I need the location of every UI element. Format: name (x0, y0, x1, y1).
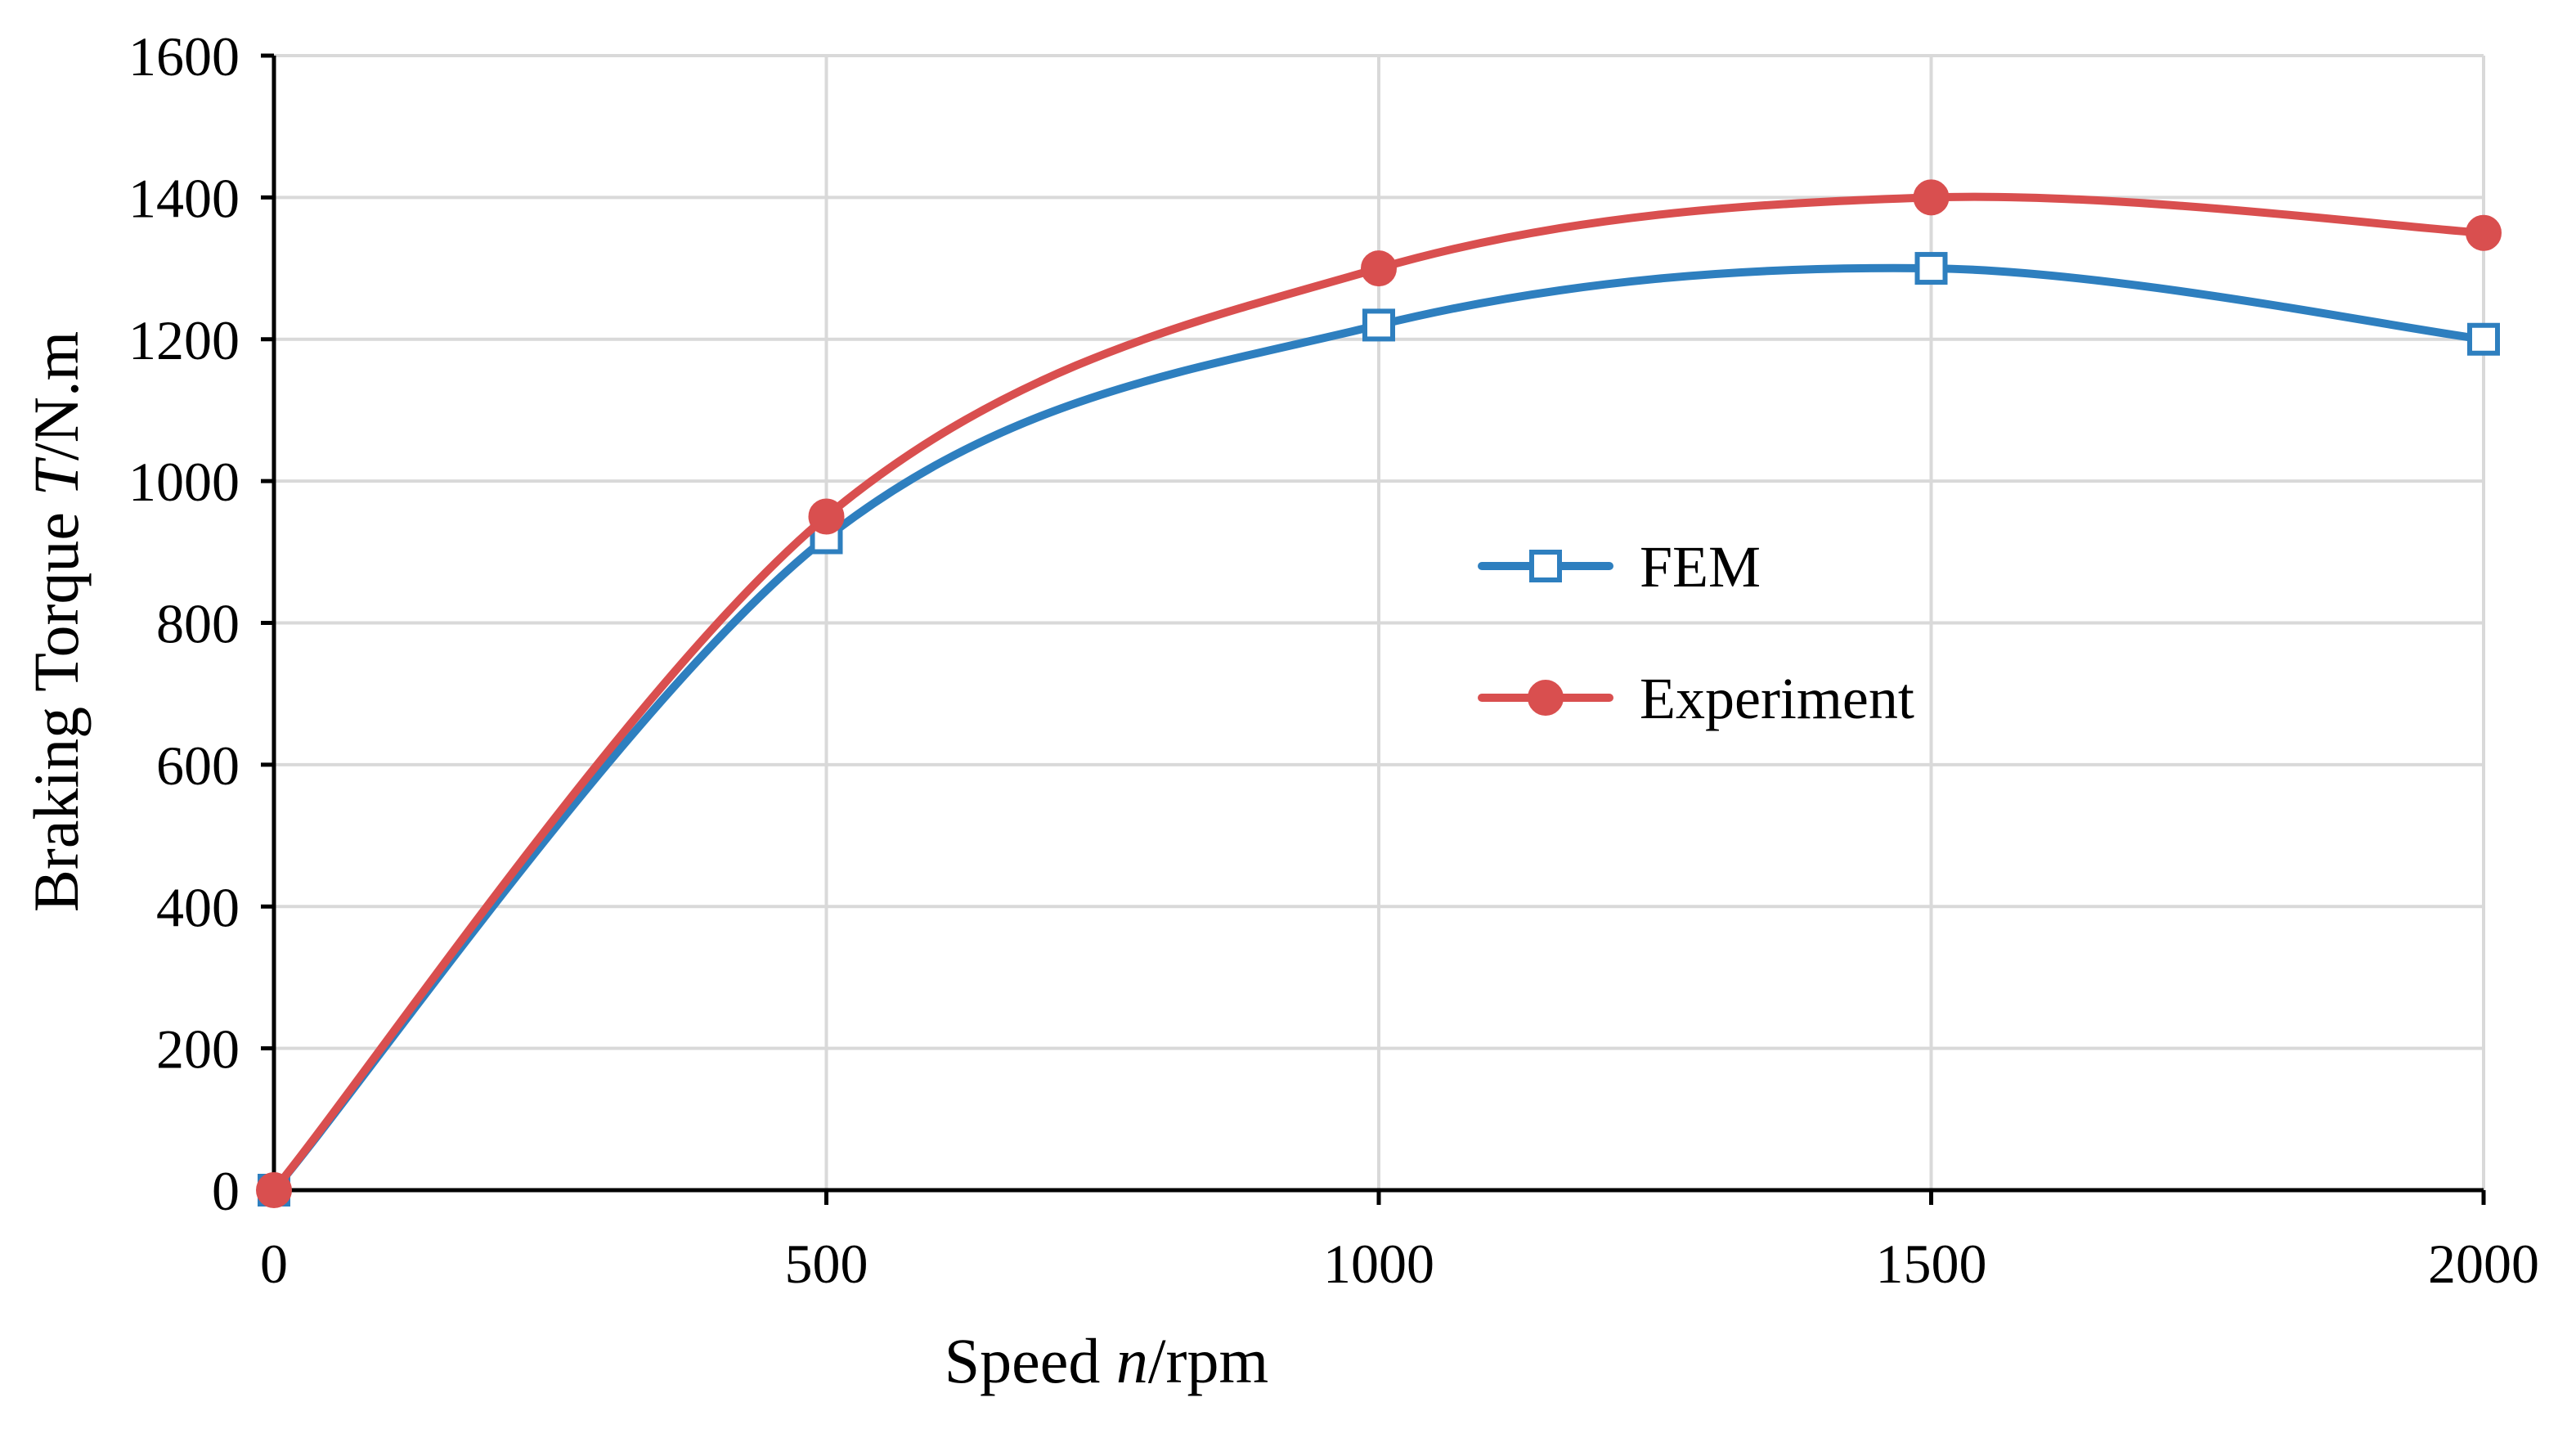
y-tick-label: 0 (212, 1160, 240, 1222)
legend-label-experiment: Experiment (1640, 666, 1914, 731)
data-point-fem (1362, 308, 1395, 342)
data-point-experiment (1361, 250, 1397, 287)
y-tick-label: 1200 (128, 309, 240, 371)
y-tick-label: 600 (156, 735, 240, 797)
legend-item-experiment: Experiment (1478, 666, 1914, 731)
series-line-fem (270, 263, 2488, 1194)
x-tick-label: 500 (785, 1233, 868, 1295)
x-tick-label: 1000 (1323, 1233, 1434, 1295)
y-tick-label: 1000 (128, 451, 240, 513)
y-tick-label: 1600 (128, 25, 240, 88)
series-experiment (256, 179, 2502, 1208)
data-point-experiment (808, 498, 845, 535)
data-point-experiment (2466, 214, 2502, 251)
legend-marker-fem (1529, 550, 1562, 582)
legend-label-fem: FEM (1640, 534, 1761, 600)
y-tick-label: 400 (156, 876, 240, 938)
x-tick-label: 0 (260, 1233, 288, 1295)
legend: FEM Experiment (1478, 534, 1914, 731)
data-point-experiment (1913, 179, 1950, 216)
series-line-experiment (270, 192, 2488, 1194)
legend-marker-experiment (1528, 680, 1564, 716)
series-layer (256, 179, 2502, 1208)
y-tick-label: 800 (156, 593, 240, 655)
x-tick-label: 1500 (1876, 1233, 1987, 1295)
axis-layer: 0 200 400 600 800 1000 1200 1400 1600 0 500 1000 150… (128, 25, 2539, 1295)
x-axis-title: Speed n/rpm (945, 1325, 1268, 1396)
grid-layer (274, 54, 2485, 1190)
data-point-fem (1914, 252, 1948, 285)
data-point-fem (2467, 322, 2500, 356)
y-tick-label: 200 (156, 1018, 240, 1081)
y-axis-title: Braking Torque T/N.m (20, 331, 92, 912)
legend-item-fem: FEM (1478, 534, 1761, 600)
x-tick-label: 2000 (2428, 1233, 2539, 1295)
data-point-experiment (256, 1172, 292, 1208)
y-tick-label: 1400 (128, 167, 240, 229)
